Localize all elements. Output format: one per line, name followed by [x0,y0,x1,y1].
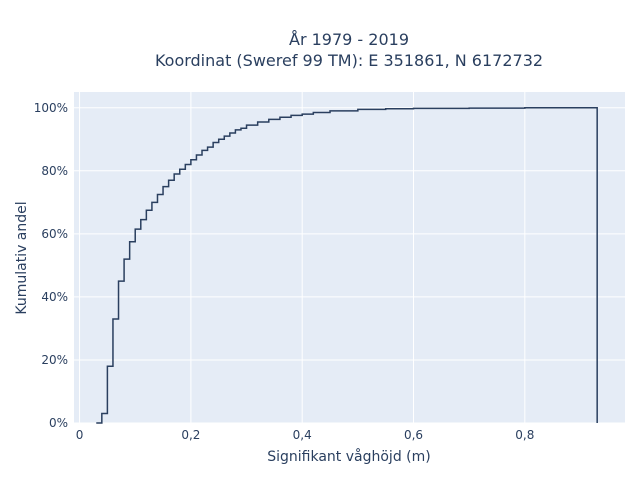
y-tick-label: 0% [49,416,68,430]
y-tick-label: 60% [41,227,68,241]
x-tick-label: 0,2 [181,428,200,442]
plot-background [74,92,625,423]
x-tick-label: 0,4 [293,428,312,442]
y-tick-label: 100% [34,101,68,115]
chart-subtitle: Koordinat (Sweref 99 TM): E 351861, N 61… [155,51,543,70]
grid-lines [74,92,625,424]
y-tick-label: 80% [41,164,68,178]
x-axis-ticks: 0 0,2 0,4 0,6 0,8 [76,428,535,442]
y-axis-ticks: 0% 20% 40% 60% 80% 100% [34,101,68,430]
y-axis-label: Kumulativ andel [14,201,30,314]
y-tick-label: 20% [41,353,68,367]
x-tick-label: 0,8 [515,428,534,442]
chart-title: År 1979 - 2019 [289,30,409,49]
x-tick-label: 0 [76,428,84,442]
x-tick-label: 0,6 [404,428,423,442]
cdf-step-line [96,107,598,424]
series-layer [96,107,598,424]
x-axis-label: Signifikant våghöjd (m) [267,448,430,465]
y-tick-label: 40% [41,290,68,304]
